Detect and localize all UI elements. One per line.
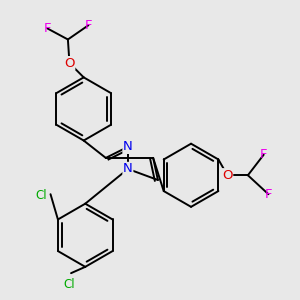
Text: Cl: Cl: [64, 278, 75, 291]
Text: F: F: [44, 22, 51, 35]
Text: F: F: [85, 19, 92, 32]
Text: F: F: [260, 148, 267, 161]
Text: Cl: Cl: [35, 189, 47, 202]
Text: F: F: [265, 188, 272, 201]
Text: N: N: [123, 140, 133, 153]
Text: N: N: [123, 162, 133, 176]
Text: O: O: [64, 57, 75, 70]
Text: O: O: [222, 169, 232, 182]
